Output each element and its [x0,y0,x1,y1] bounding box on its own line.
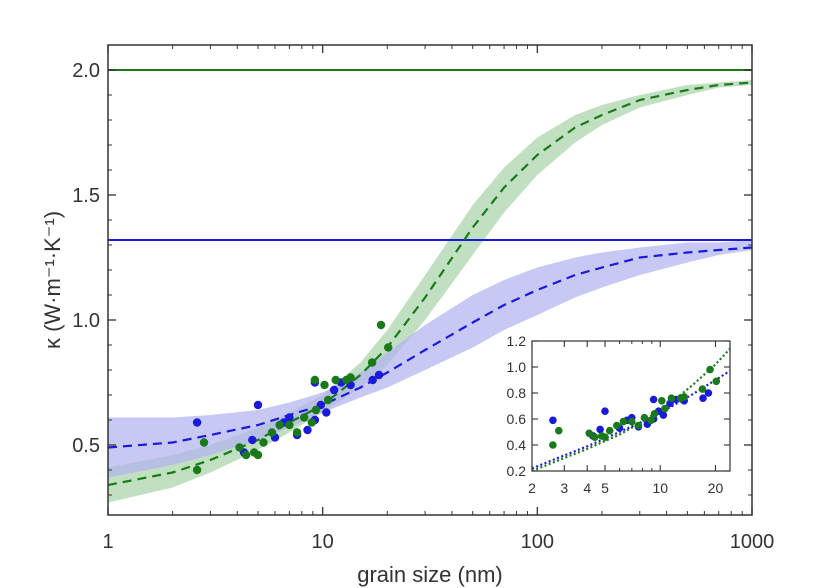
data-point-blue [368,375,377,385]
data-point-green [235,443,244,452]
data-point-blue [374,370,384,380]
inset-x-tick-label: 10 [652,480,668,496]
data-point-green [367,358,377,367]
inset-point-green [667,394,676,403]
data-point-green [275,420,284,430]
uncertainty-bands [108,80,752,503]
axis-ticks: 1 10 100 1000 0.5 1.0 1.5 2.0 [72,45,774,553]
inset-x-tick-label: 5 [601,480,609,496]
data-point-green [311,405,321,415]
inset-point-green [647,416,655,425]
data-point-blue [329,385,339,395]
data-point-blue [285,413,294,422]
measured-points [192,320,393,475]
data-point-green [259,438,268,447]
inset-y-tick-label: 1.2 [507,333,527,349]
data-point-blue [248,435,257,445]
data-point-green [292,428,302,437]
inset-point-green [613,421,621,430]
inset-point-green [706,365,714,374]
y-tick-label: 1.0 [72,310,100,332]
inset-point-blue [601,407,609,416]
data-point-green [241,450,251,460]
x-tick-label: 1 [102,531,113,553]
inset-point-green [698,385,707,393]
plot-frame [107,44,753,516]
inset-point-green [658,397,666,405]
y-tick-label: 1.5 [72,185,100,207]
data-point-green [331,375,340,385]
inset-point-green [628,417,636,426]
x-axis-label: grain size (nm) [357,562,502,587]
inset-background [532,341,730,471]
data-point-green [323,395,333,405]
inset-point-green [619,417,628,426]
data-point-green [267,428,277,437]
data-point-green [376,320,386,330]
x-tick-label: 100 [521,531,554,553]
data-point-green [192,465,202,475]
inset-point-green [634,421,643,430]
inset-point-green [640,413,649,422]
inset-y-tick-label: 0.4 [507,437,527,453]
inset-point-blue [704,389,713,397]
inset-point-green [549,441,557,449]
inset-measured-points [549,365,721,449]
inset-point-blue [659,411,668,419]
data-point-green [300,413,309,422]
inset-point-green [605,426,614,435]
inset-point-blue [549,416,557,425]
inset-axis-ticks: 2 3 4 5 10 20 0.2 0.4 0.6 0.8 1.0 1.2 [507,333,730,496]
inset-point-green [712,377,721,386]
data-point-green [384,343,393,352]
data-point-blue [192,418,202,427]
inset-trend-green [532,348,730,471]
band-blue_band [108,240,752,478]
inset-x-tick-label: 3 [560,480,568,496]
inset-plot: 2 3 4 5 10 20 0.2 0.4 0.6 0.8 1.0 1.2 [507,333,731,496]
inset-point-green [601,433,609,442]
inset-x-tick-label: 4 [583,480,591,496]
inset-frame [531,340,731,472]
inset-point-green [650,410,659,418]
inset-x-tick-label: 20 [708,480,724,496]
inset-y-tick-label: 0.6 [507,411,527,427]
data-point-green [199,438,209,447]
data-point-blue [322,408,331,417]
data-point-green [310,375,320,385]
x-tick-label: 1000 [730,531,775,553]
inset-point-blue [649,395,658,404]
data-point-blue [303,425,312,435]
inset-y-tick-label: 0.8 [507,385,527,401]
inset-point-green [585,429,593,438]
fit-line-blue [108,246,752,449]
inset-point-green [661,404,669,413]
data-point-green [320,380,329,390]
inset-point-green [591,433,599,442]
main-plot: 1 10 100 1000 0.5 1.0 1.5 2.0 grain size (nm) κ… [40,44,774,587]
inset-point-blue [596,425,604,434]
data-point-green [285,420,294,430]
data-point-green [307,418,316,427]
y-axis-label: κ (W·m⁻¹·K⁻¹) [40,211,65,349]
y-tick-label: 2.0 [72,60,100,82]
inset-y-tick-label: 0.2 [507,463,527,479]
inset-point-blue [699,394,707,403]
x-tick-label: 10 [312,531,334,553]
data-point-green [253,450,263,460]
fit-line-green [108,81,752,487]
data-point-green [346,373,355,382]
inset-point-green [555,426,563,435]
inset-x-tick-label: 2 [528,480,536,496]
band-green_band [108,80,752,503]
model-lines [108,69,752,487]
y-tick-label: 0.5 [72,435,100,457]
inset-point-green [680,393,688,401]
data-point-blue [253,400,263,410]
inset-y-tick-label: 1.0 [507,359,527,375]
